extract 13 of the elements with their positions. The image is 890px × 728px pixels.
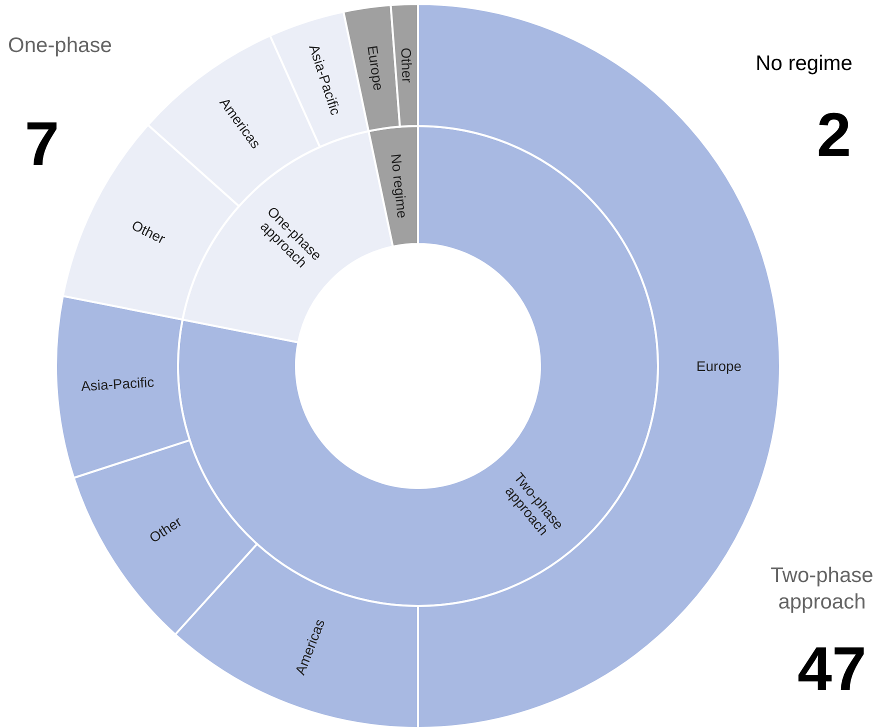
slice-label: Europe	[696, 358, 742, 374]
slice-label: Europe	[364, 44, 387, 92]
text: 47	[798, 635, 866, 704]
slice-label: Other	[398, 47, 416, 84]
text: One-phase	[8, 34, 112, 57]
slice-label: Other	[146, 513, 185, 546]
slice-label: Other	[129, 216, 168, 247]
slice-label: Asia-Pacific	[80, 374, 155, 394]
text: 2	[816, 101, 852, 170]
slice-label: No regime	[388, 153, 411, 220]
text: No regime	[756, 52, 852, 75]
text: 7	[24, 110, 60, 179]
text: Two-phase approach	[770, 564, 874, 614]
